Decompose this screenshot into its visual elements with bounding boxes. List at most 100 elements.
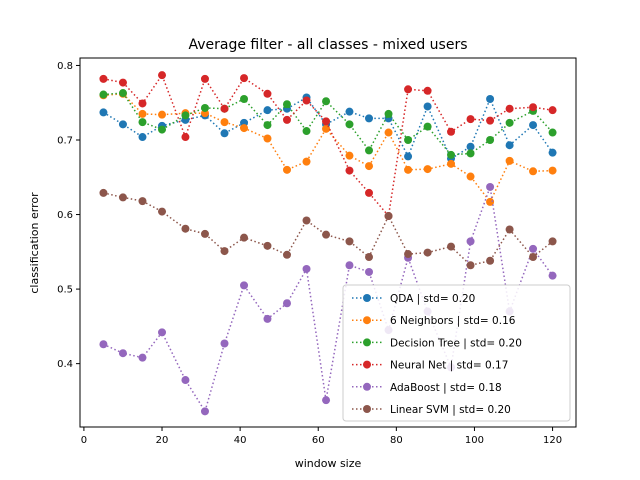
data-point-neural-net <box>365 188 374 197</box>
data-point-adaboost <box>548 271 557 280</box>
y-axis-label: classification error <box>28 192 41 294</box>
legend-label: AdaBoost | std= 0.18 <box>390 382 502 394</box>
data-point-adaboost <box>158 328 167 337</box>
series-layer <box>99 71 557 416</box>
data-point-qda <box>466 142 475 151</box>
legend-marker <box>363 405 371 413</box>
data-point-6-neighbors <box>158 110 167 119</box>
y-tick-label: 0.6 <box>57 210 73 221</box>
series-line-6-neighbors <box>103 93 553 204</box>
data-point-decision-tree <box>158 125 167 134</box>
data-point-neural-net <box>423 86 432 95</box>
legend-entry: QDA | std= 0.20 <box>352 293 475 305</box>
data-point-adaboost <box>138 353 147 362</box>
data-point-neural-net <box>282 115 291 124</box>
data-point-adaboost <box>322 396 331 405</box>
x-tick-label: 60 <box>312 435 325 446</box>
data-point-qda <box>529 121 538 130</box>
data-point-adaboost <box>466 237 475 246</box>
data-point-linear-svm <box>302 216 311 225</box>
series-adaboost <box>99 182 557 416</box>
data-point-6-neighbors <box>345 151 354 160</box>
data-point-adaboost <box>118 349 127 358</box>
data-point-decision-tree <box>181 111 190 120</box>
data-point-linear-svm <box>505 225 514 234</box>
legend-label: Neural Net | std= 0.17 <box>390 360 508 372</box>
plot-frame <box>79 57 577 428</box>
x-tick-label: 120 <box>543 435 562 446</box>
data-point-adaboost <box>302 264 311 273</box>
data-point-decision-tree <box>138 118 147 127</box>
data-point-adaboost <box>181 376 190 385</box>
data-point-decision-tree <box>486 136 495 144</box>
data-point-linear-svm <box>529 253 538 262</box>
data-point-qda <box>220 129 229 138</box>
data-point-linear-svm <box>365 253 374 262</box>
legend-marker <box>363 360 371 369</box>
data-point-decision-tree <box>99 90 108 99</box>
data-point-linear-svm <box>486 256 495 265</box>
data-point-6-neighbors <box>282 165 291 174</box>
data-point-qda <box>345 107 354 116</box>
legend-entry: 6 Neighbors | std= 0.16 <box>352 315 516 327</box>
data-point-neural-net <box>486 116 495 125</box>
data-point-6-neighbors <box>447 159 456 168</box>
data-point-qda <box>423 102 432 111</box>
data-point-neural-net <box>505 104 514 113</box>
data-point-6-neighbors <box>423 165 432 174</box>
data-point-decision-tree <box>423 122 432 131</box>
legend-label: Linear SVM | std= 0.20 <box>390 404 511 416</box>
data-point-6-neighbors <box>505 156 514 165</box>
legend-entry: Linear SVM | std= 0.20 <box>352 404 511 416</box>
y-tick-label: 0.8 <box>57 61 73 72</box>
y-tick-label: 0.4 <box>57 359 73 370</box>
data-point-neural-net <box>529 103 538 112</box>
data-point-6-neighbors <box>384 128 393 137</box>
data-point-linear-svm <box>181 224 190 233</box>
data-point-decision-tree <box>548 128 557 137</box>
data-point-6-neighbors <box>404 165 413 174</box>
legend-marker <box>363 382 371 391</box>
data-point-neural-net <box>158 71 167 80</box>
data-point-linear-svm <box>384 212 393 221</box>
data-point-adaboost <box>99 340 108 349</box>
data-point-neural-net <box>466 115 475 124</box>
data-point-linear-svm <box>404 250 413 259</box>
data-point-decision-tree <box>322 97 331 106</box>
data-point-qda <box>138 133 147 142</box>
legend-entry: Neural Net | std= 0.17 <box>352 360 508 372</box>
data-point-linear-svm <box>263 241 272 250</box>
x-tick-label: 80 <box>390 435 403 446</box>
legend-marker <box>363 294 371 302</box>
data-point-linear-svm <box>447 242 456 251</box>
data-point-decision-tree <box>505 118 514 127</box>
legend-label: Decision Tree | std= 0.20 <box>390 337 522 349</box>
data-point-linear-svm <box>118 193 127 202</box>
data-point-decision-tree <box>345 120 354 129</box>
data-point-qda <box>404 152 413 161</box>
data-point-6-neighbors <box>466 172 475 181</box>
data-point-decision-tree <box>365 146 374 155</box>
legend-marker <box>363 338 371 347</box>
data-point-decision-tree <box>263 121 272 130</box>
series-line-neural-net <box>103 73 553 218</box>
y-tick-label: 0.5 <box>57 285 73 296</box>
data-point-decision-tree <box>200 103 209 112</box>
data-point-adaboost <box>220 339 229 348</box>
data-point-adaboost <box>529 244 538 253</box>
legend-label: QDA | std= 0.20 <box>390 293 475 305</box>
data-point-linear-svm <box>548 237 557 246</box>
data-point-6-neighbors <box>263 134 272 143</box>
data-point-linear-svm <box>345 237 354 246</box>
data-point-decision-tree <box>384 109 393 118</box>
data-point-linear-svm <box>99 188 108 197</box>
series-line-qda <box>103 96 554 160</box>
data-point-decision-tree <box>118 89 127 98</box>
data-point-6-neighbors <box>548 166 557 175</box>
series-neural-net <box>99 71 557 221</box>
data-point-linear-svm <box>466 261 475 270</box>
data-point-neural-net <box>263 89 272 98</box>
data-point-6-neighbors <box>365 162 374 171</box>
data-point-decision-tree <box>466 149 475 158</box>
